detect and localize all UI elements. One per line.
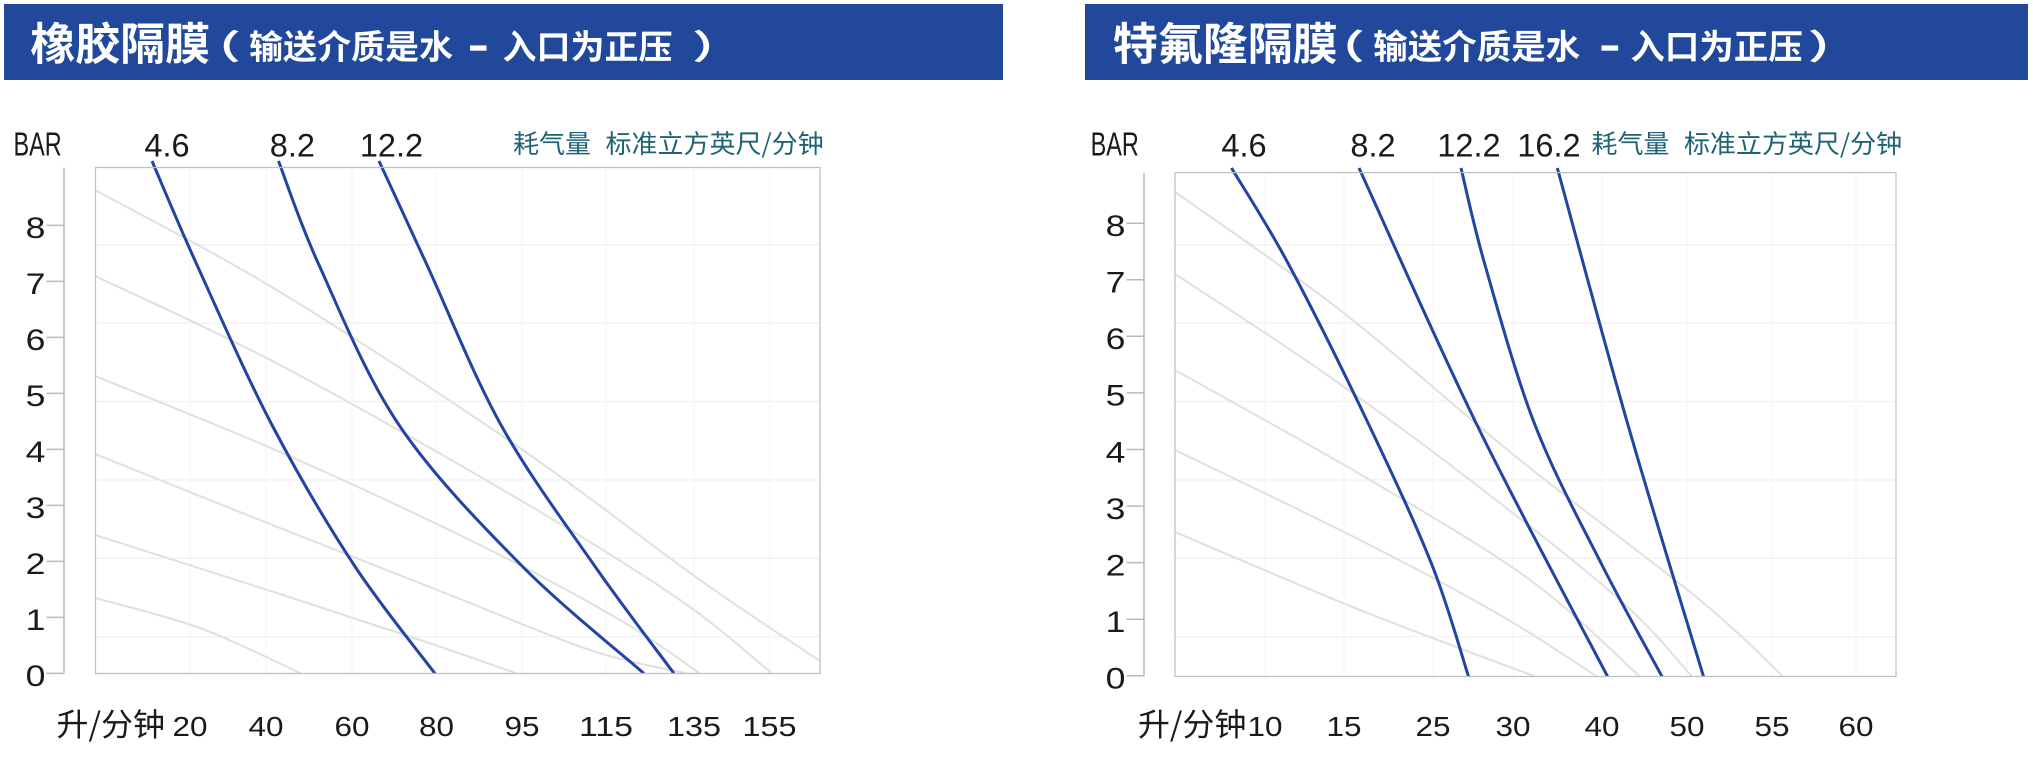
svg-text:135: 135 [667,711,721,742]
svg-text:5: 5 [26,380,46,413]
svg-text:1: 1 [1106,606,1126,639]
svg-text:6: 6 [26,324,46,357]
svg-text:25: 25 [1416,711,1451,742]
svg-text:60: 60 [335,711,370,742]
svg-text:20: 20 [173,711,208,742]
svg-text:6: 6 [1106,323,1126,356]
svg-text:4.6: 4.6 [144,128,189,164]
svg-text:15: 15 [1327,711,1362,742]
svg-text:5: 5 [1106,380,1126,413]
svg-text:115: 115 [579,711,633,742]
svg-text:4: 4 [26,436,46,469]
svg-text:60: 60 [1839,711,1874,742]
svg-text:BAR: BAR [1091,127,1139,164]
svg-text:55: 55 [1755,711,1790,742]
svg-text:12.2: 12.2 [360,128,423,164]
svg-text:8: 8 [26,212,46,245]
svg-text:50: 50 [1670,711,1705,742]
svg-text:3: 3 [1106,493,1126,526]
svg-text:8.2: 8.2 [1350,128,1395,164]
svg-text:4.6: 4.6 [1221,128,1266,164]
svg-text:1: 1 [26,604,46,637]
svg-text:0: 0 [1106,663,1126,696]
svg-text:2: 2 [26,548,46,581]
svg-text:7: 7 [1106,267,1126,300]
svg-text:4: 4 [1106,436,1126,469]
svg-text:BAR: BAR [14,127,62,164]
svg-text:16.2: 16.2 [1517,128,1580,164]
svg-text:155: 155 [743,711,797,742]
svg-text:40: 40 [249,711,284,742]
svg-text:40: 40 [1585,711,1620,742]
svg-text:0: 0 [26,660,46,693]
svg-text:3: 3 [26,492,46,525]
svg-text:8.2: 8.2 [270,128,315,164]
svg-text:8: 8 [1106,210,1126,243]
svg-text:12.2: 12.2 [1437,128,1500,164]
svg-text:10: 10 [1248,711,1283,742]
svg-text:95: 95 [505,711,540,742]
svg-text:80: 80 [419,711,454,742]
svg-text:7: 7 [26,268,46,301]
svg-text:30: 30 [1496,711,1531,742]
svg-text:2: 2 [1106,549,1126,582]
